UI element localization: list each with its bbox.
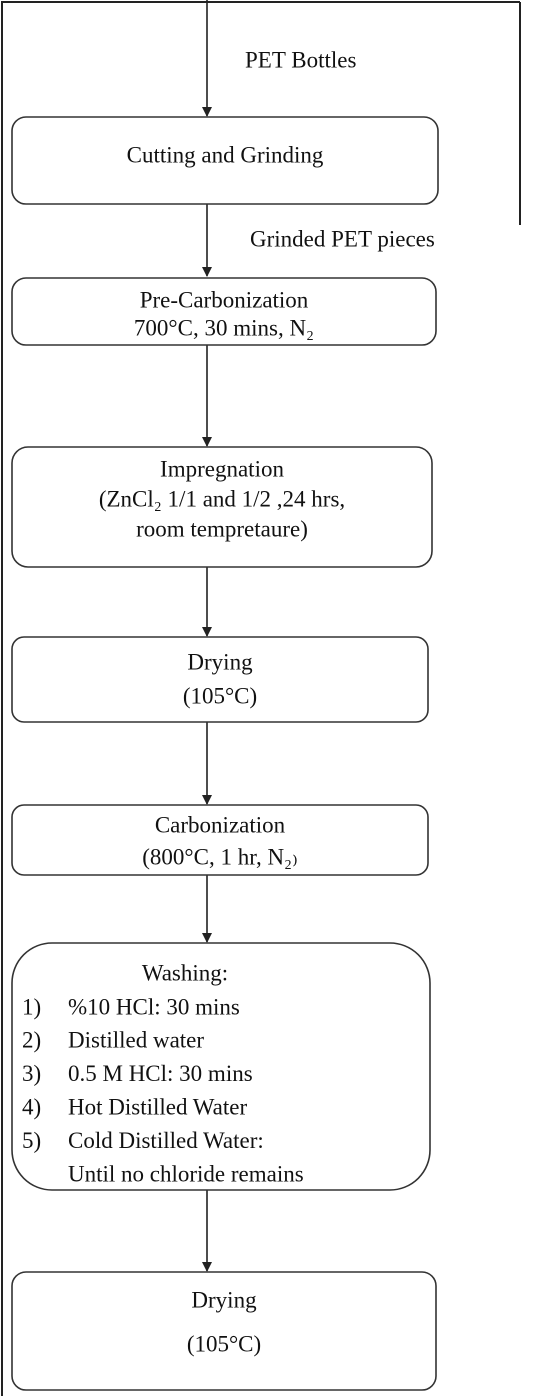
step-text: Distilled water <box>68 1028 204 1053</box>
node-text: 700°C, 30 mins, N₂ <box>134 315 314 340</box>
node-text: (105°C) <box>187 1331 261 1356</box>
node-text: (105°C) <box>183 683 257 708</box>
step-number: 2) <box>22 1028 41 1053</box>
node-text: Carbonization <box>155 812 286 837</box>
step-number: 1) <box>22 994 41 1019</box>
process-box <box>11 636 429 723</box>
node-text: Cutting and Grinding <box>127 142 324 167</box>
node-text: room tempretaure) <box>136 516 308 541</box>
process-box <box>11 446 433 568</box>
edge-label: Grinded PET pieces <box>250 226 435 251</box>
step-number: 3) <box>22 1061 41 1086</box>
step-text: Hot Distilled Water <box>68 1094 247 1119</box>
node-text: Drying <box>187 649 253 674</box>
list-continuation: Until no chloride remains <box>68 1161 304 1186</box>
step-text: %10 HCl: 30 mins <box>68 994 240 1019</box>
process-box <box>11 116 439 205</box>
step-number: 4) <box>22 1094 41 1119</box>
step-text: Cold Distilled Water: <box>68 1128 264 1153</box>
step-text: 0.5 M HCl: 30 mins <box>68 1061 253 1086</box>
process-box <box>11 942 431 1191</box>
node-text: Pre-Carbonization <box>140 287 309 312</box>
process-box <box>11 804 429 876</box>
node-text: Impregnation <box>160 456 284 481</box>
step-list: 1) %10 HCl: 30 mins 2) Distilled water 3) 0.5… <box>22 994 264 1153</box>
node-text: (ZnCl₂ 1/1 and 1/2 ,24 hrs, <box>99 486 345 511</box>
process-box <box>11 277 437 346</box>
step-number: 5) <box>22 1128 41 1153</box>
frame <box>1 1 521 1396</box>
edge-label: PET Bottles <box>245 47 356 72</box>
node-title: Washing: <box>142 960 228 985</box>
node-text: (800°C, 1 hr, N₂₎ <box>142 844 297 869</box>
node-text: Drying <box>191 1287 257 1312</box>
process-box <box>11 1271 437 1391</box>
